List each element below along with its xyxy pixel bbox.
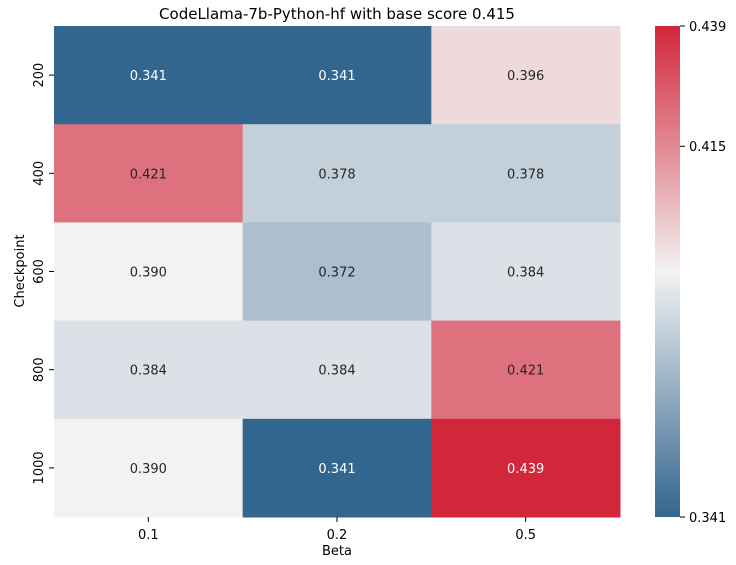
heatmap-cell: [54, 124, 244, 223]
cell-value-label: 0.378: [507, 167, 544, 182]
heatmap-cell: [54, 26, 244, 125]
cell-value-label: 0.341: [318, 69, 355, 84]
cell-value-label: 0.341: [130, 69, 167, 84]
y-tick-label: 600: [32, 259, 47, 284]
heatmap-cell: [431, 124, 621, 223]
colorbar-ticks: 0.341 0.415 0.439: [680, 20, 726, 526]
cell-value-label: 0.384: [507, 266, 544, 281]
y-axis-label: Checkpoint: [13, 234, 28, 307]
heatmap-cell: [54, 418, 244, 518]
cell-value-label: 0.372: [318, 266, 355, 281]
x-tick-label: 0.5: [515, 528, 536, 543]
heatmap-cell: [431, 26, 621, 125]
colorbar: [655, 26, 680, 517]
y-tick-label: 1000: [32, 451, 47, 484]
x-tick-label: 0.1: [138, 528, 159, 543]
x-tick-label: 0.2: [327, 528, 348, 543]
x-axis-label: Beta: [322, 544, 352, 559]
heatmap-cell: [242, 320, 432, 420]
heatmap-cell: [54, 222, 244, 322]
cell-value-label: 0.390: [130, 462, 167, 477]
heatmap-cell: [242, 222, 432, 322]
cell-value-label: 0.421: [507, 364, 544, 379]
colorbar-tick-label: 0.439: [689, 20, 726, 35]
colorbar-tick-label: 0.341: [689, 511, 726, 526]
cell-value-label: 0.341: [318, 462, 355, 477]
heatmap-cell: [431, 418, 621, 518]
heatmap-cell: [431, 320, 621, 420]
heatmap-cell: [431, 222, 621, 322]
heatmap-cell: [54, 320, 244, 420]
cell-value-label: 0.384: [318, 364, 355, 379]
cell-value-label: 0.378: [318, 167, 355, 182]
heatmap-cell: [242, 26, 432, 125]
cell-value-label: 0.396: [507, 69, 544, 84]
chart-title: CodeLlama-7b-Python-hf with base score 0…: [159, 5, 515, 23]
colorbar-tick-label: 0.415: [689, 140, 726, 155]
y-tick-label: 800: [32, 357, 47, 382]
y-tick-label: 200: [32, 63, 47, 88]
heatmap-cell: [242, 418, 432, 518]
cell-value-label: 0.439: [507, 462, 544, 477]
cell-value-label: 0.421: [130, 167, 167, 182]
heatmap-cell-labels: 0.341 0.341 0.396 0.421 0.378 0.378 0.390 0.372…: [130, 69, 545, 477]
x-axis-ticks: 0.1 0.2 0.5: [138, 517, 536, 543]
heatmap-cells: [54, 26, 621, 518]
y-axis-ticks: 200 400 600 800 1000: [32, 63, 54, 484]
cell-value-label: 0.390: [130, 266, 167, 281]
cell-value-label: 0.384: [130, 364, 167, 379]
y-tick-label: 400: [32, 161, 47, 186]
heatmap-cell: [242, 124, 432, 223]
